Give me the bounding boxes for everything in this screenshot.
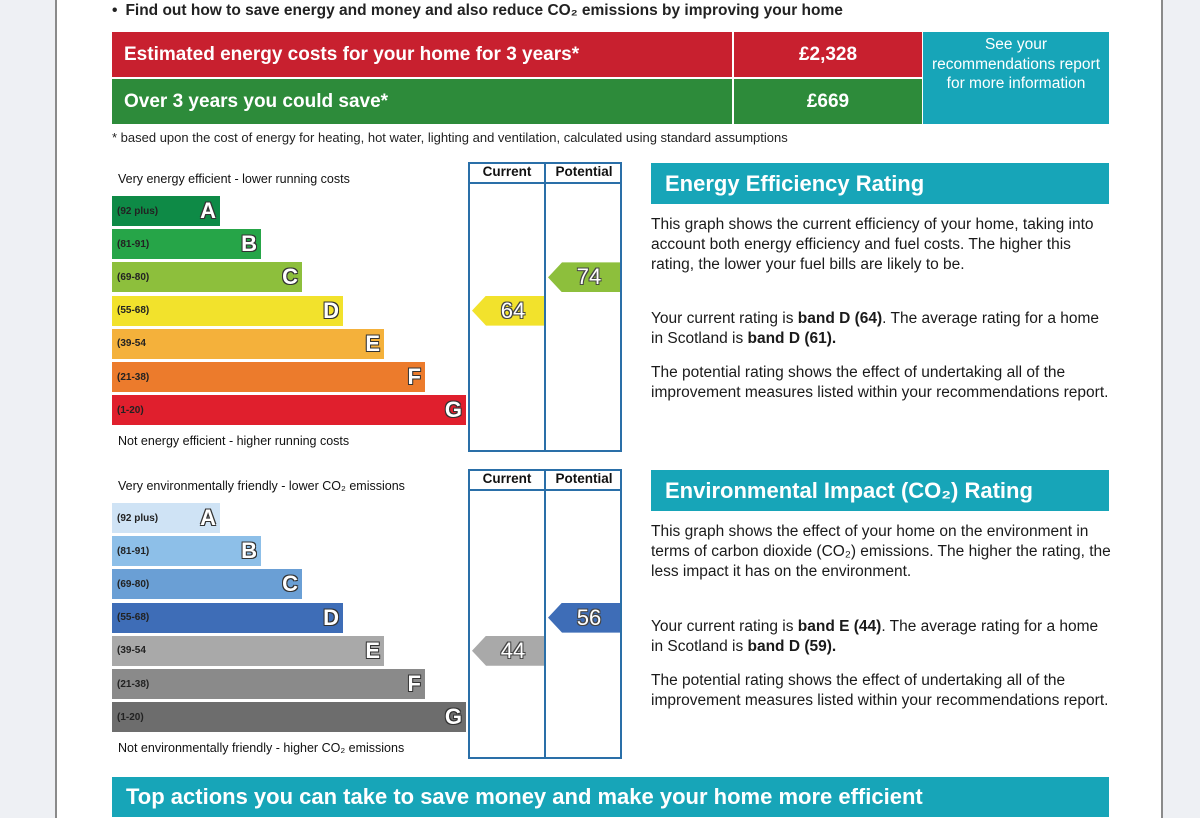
- rating-band-f: (21-38) F: [112, 362, 425, 392]
- potential-column-header: Potential: [555, 164, 613, 179]
- rating-band-c: (69-80) C: [112, 262, 302, 293]
- band-range: (1-20): [117, 404, 144, 416]
- saving-label: Over 3 years you could save*: [112, 79, 732, 124]
- rating-band-g: (1-20) G: [112, 702, 466, 733]
- saving-value: £669: [734, 79, 922, 124]
- average-band-text: band D (61).: [747, 330, 837, 347]
- rating-band-e: (39-54 E: [112, 635, 384, 666]
- band-range: (69-80): [117, 271, 150, 283]
- band-letter: E: [365, 330, 380, 356]
- energy-paragraph-3: The potential rating shows the effect of…: [651, 364, 1109, 401]
- band-range: (21-38): [117, 371, 150, 383]
- bottom-caption: Not energy efficient - higher running co…: [118, 434, 350, 448]
- co2-paragraph-3: The potential rating shows the effect of…: [651, 672, 1109, 709]
- band-letter: B: [241, 231, 257, 257]
- rating-band-d: (55-68) D: [112, 602, 343, 633]
- footnote: * based upon the cost of energy for heat…: [112, 130, 788, 145]
- potential-rating-arrow: 74: [548, 262, 620, 293]
- see-recommendations-box: See your recommendations report for more…: [923, 32, 1109, 124]
- document-page: • Find out how to save energy and money a…: [55, 0, 1163, 818]
- column-divider: [468, 162, 470, 452]
- top-rule: [468, 469, 622, 471]
- band-letter: A: [200, 198, 216, 223]
- column-divider: [544, 469, 546, 759]
- band-range: (69-80): [117, 578, 150, 590]
- potential-rating-arrow: 56: [548, 602, 620, 633]
- band-letter: F: [407, 671, 421, 696]
- rating-band-e: (39-54 E: [112, 328, 384, 359]
- energy-paragraph-1: This graph shows the current efficiency …: [651, 216, 1094, 273]
- band-range: (92 plus): [117, 512, 159, 524]
- band-range: (92 plus): [117, 205, 159, 217]
- band-range: (39-54: [117, 645, 146, 657]
- band-letter: D: [323, 297, 339, 323]
- band-letter: C: [282, 264, 298, 290]
- text-span: . The average rating for a home in Scotl…: [651, 618, 1099, 655]
- cost-label: Estimated energy costs for your home for…: [112, 32, 732, 77]
- bottom-rule: [468, 757, 622, 759]
- band-letter: B: [241, 538, 257, 564]
- band-range: (55-68): [117, 305, 150, 317]
- current-band-text: band D (64): [797, 310, 883, 327]
- band-range: (55-68): [117, 612, 150, 624]
- rating-band-f: (21-38) F: [112, 669, 425, 699]
- current-band-text: band E (44): [797, 618, 882, 635]
- band-range: (81-91): [117, 238, 150, 250]
- text-span: . The average rating for a home in Scotl…: [651, 310, 1100, 347]
- band-range: (21-38): [117, 678, 150, 690]
- column-divider: [544, 162, 546, 452]
- cost-value: £2,328: [734, 32, 922, 77]
- top-actions-banner: Top actions you can take to save money a…: [112, 777, 1109, 817]
- top-rule: [468, 162, 622, 164]
- energy-rating-heading: Energy Efficiency Rating: [651, 163, 1109, 204]
- rating-band-b: (81-91) B: [112, 536, 261, 567]
- band-letter: C: [282, 571, 298, 597]
- potential-column-header: Potential: [555, 471, 613, 486]
- environmental-impact-chart: Current Potential Very environmentally f…: [112, 469, 624, 759]
- band-letter: G: [444, 397, 462, 423]
- rating-band-a: (92 plus) A: [112, 196, 220, 226]
- band-letter: E: [365, 637, 380, 663]
- band-letter: F: [407, 364, 421, 389]
- column-divider: [468, 469, 470, 759]
- cost-table: Estimated energy costs for your home for…: [112, 32, 924, 126]
- energy-efficiency-chart: Current Potential Very energy efficient …: [112, 162, 624, 452]
- column-divider: [620, 162, 622, 452]
- bottom-caption: Not environmentally friendly - higher CO…: [118, 741, 405, 755]
- energy-paragraph-2: Your current rating is band D (64). The …: [651, 309, 1111, 349]
- intro-line: • Find out how to save energy and money a…: [112, 2, 843, 20]
- band-range: (81-91): [117, 545, 150, 557]
- text-span: Your current rating is: [651, 618, 798, 635]
- column-divider: [620, 469, 622, 759]
- co2-rating-heading: Environmental Impact (CO₂) Rating: [651, 470, 1109, 511]
- current-rating-arrow: 64: [472, 295, 544, 326]
- band-range: (1-20): [117, 711, 144, 723]
- co2-paragraph-2: Your current rating is band E (44). The …: [651, 617, 1111, 657]
- header-rule: [468, 489, 622, 491]
- co2-paragraph-1: This graph shows the effect of your home…: [651, 523, 1111, 580]
- saving-row: Over 3 years you could save* £669: [112, 79, 924, 124]
- average-band-text: band D (59).: [747, 638, 837, 655]
- rating-band-d: (55-68) D: [112, 295, 343, 326]
- rating-band-g: (1-20) G: [112, 395, 466, 426]
- text-span: Your current rating is: [651, 310, 798, 327]
- band-letter: D: [323, 604, 339, 630]
- header-rule: [468, 182, 622, 184]
- current-column-header: Current: [482, 164, 532, 179]
- current-column-header: Current: [482, 471, 532, 486]
- top-caption: Very energy efficient - lower running co…: [118, 172, 350, 186]
- band-range: (39-54: [117, 338, 146, 350]
- band-letter: G: [444, 704, 462, 730]
- rating-band-b: (81-91) B: [112, 229, 261, 260]
- bottom-rule: [468, 450, 622, 452]
- band-letter: A: [200, 505, 216, 530]
- rating-band-c: (69-80) C: [112, 569, 302, 600]
- current-rating-arrow: 44: [472, 635, 544, 666]
- bullet-icon: •: [112, 2, 118, 19]
- top-caption: Very environmentally friendly - lower CO…: [118, 479, 405, 493]
- rating-band-a: (92 plus) A: [112, 503, 220, 533]
- cost-row-3-years: Estimated energy costs for your home for…: [112, 32, 924, 77]
- intro-text: Find out how to save energy and money an…: [125, 2, 843, 19]
